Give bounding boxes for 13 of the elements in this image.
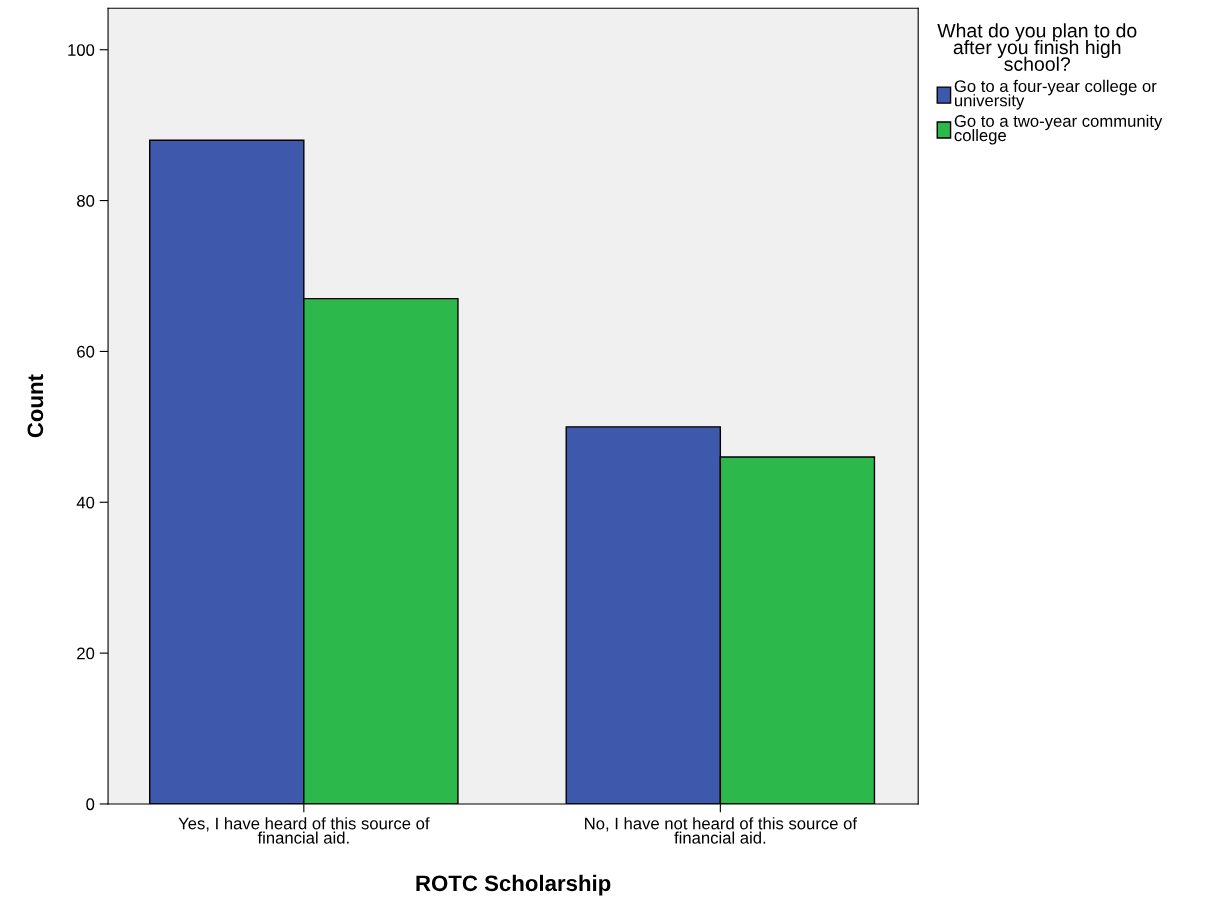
y-tick-label: 100 [68,44,95,56]
x-tick-label: No, I have not heard of this source of financial aid. [585,817,858,844]
legend-label: Go to a two-year community college [954,114,1163,145]
y-tick-label: 20 [77,647,95,660]
y-tick-label: 60 [77,345,95,358]
y-tick-label: 0 [86,798,95,811]
x-axis-title: ROTC Scholarship [416,874,611,896]
x-tick-label: Yes, I have heard of this source of financial aid. [178,817,430,844]
legend-label: Go to a four-year college or university [954,79,1157,110]
y-axis-title: Count [27,374,44,438]
legend-title: What do you plan to do after you finish high school? [937,23,1137,71]
y-tick-label: 80 [77,194,95,207]
y-tick-label: 40 [76,496,95,509]
